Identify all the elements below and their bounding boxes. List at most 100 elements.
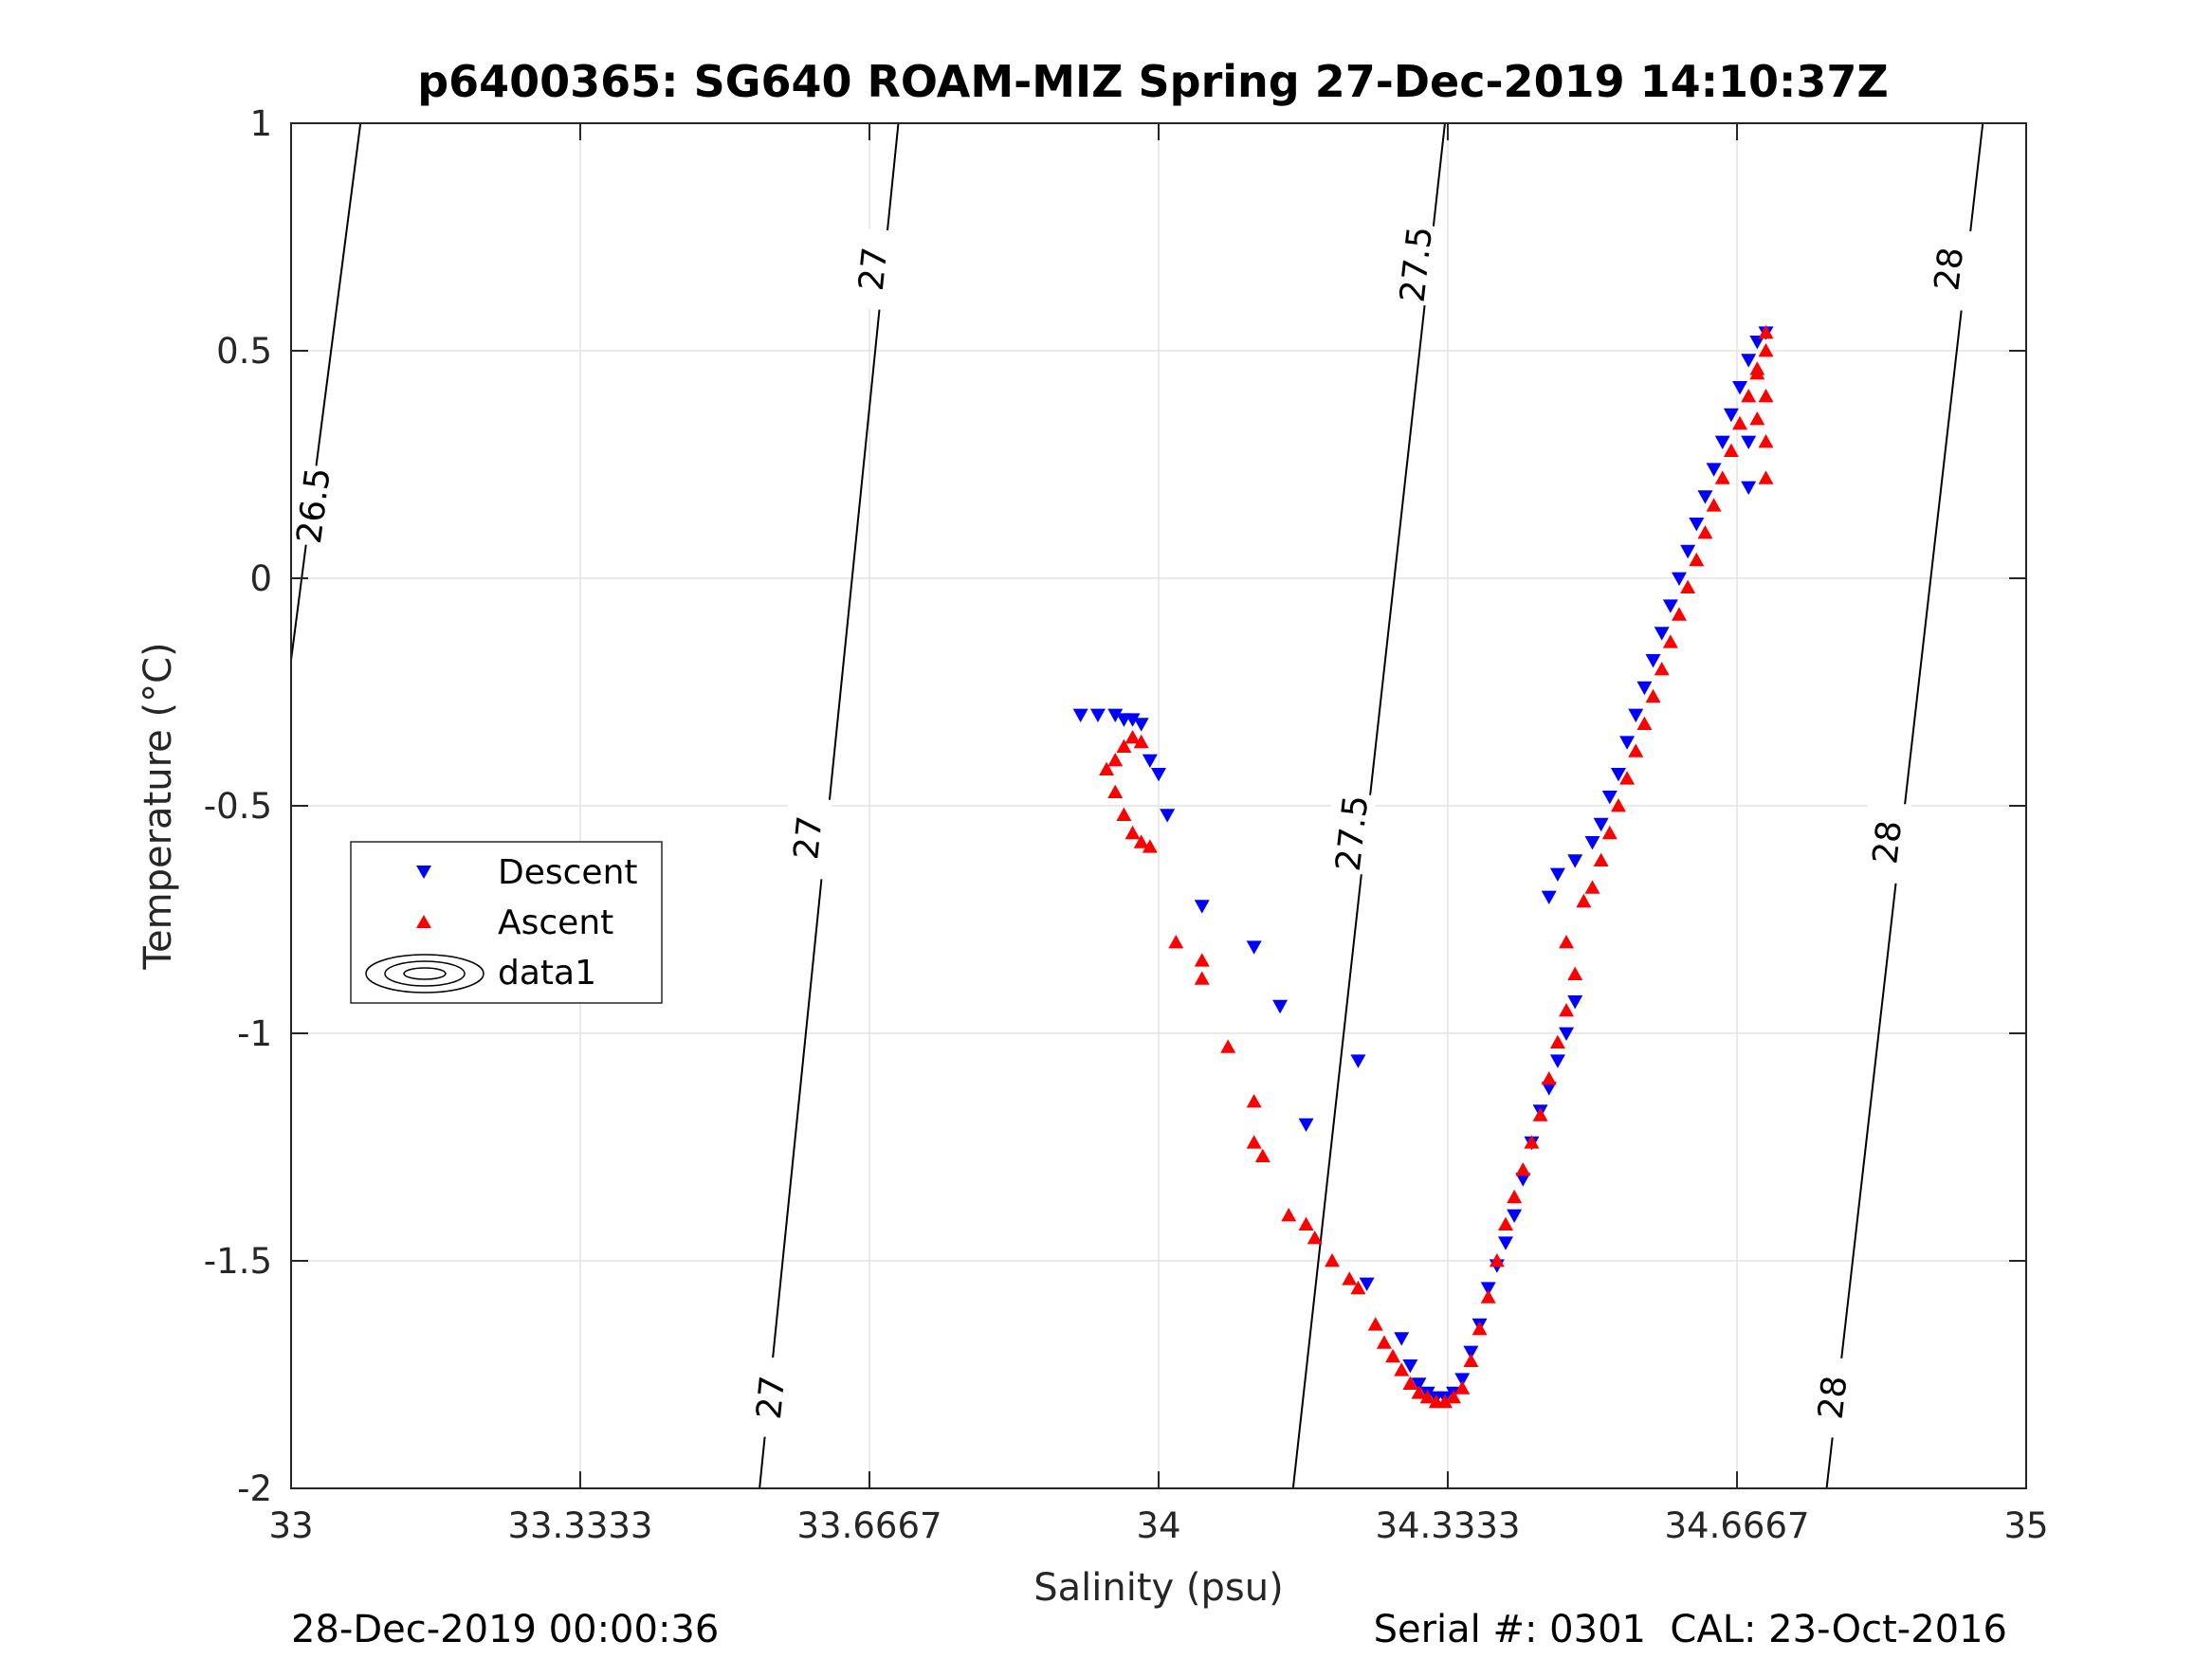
ascent-point: [1394, 1362, 1410, 1376]
descent-point: [1194, 900, 1210, 914]
legend-descent-label: Descent: [498, 853, 638, 892]
descent-point: [1549, 867, 1565, 882]
ascent-point: [1524, 1135, 1540, 1149]
ascent-point: [1662, 634, 1678, 648]
descent-point: [1515, 1173, 1531, 1187]
contour-label: 27: [750, 1374, 793, 1421]
descent-point: [1619, 736, 1636, 750]
footer-serial-cal: Serial #: 0301 CAL: 23-Oct-2016: [1374, 1608, 2007, 1651]
ascent-point: [1507, 1189, 1523, 1204]
descent-point: [1463, 1345, 1479, 1359]
ascent-point: [1254, 1148, 1271, 1162]
ascent-point: [1714, 470, 1730, 484]
descent-point: [1133, 718, 1149, 732]
ascent-point: [1367, 1317, 1383, 1331]
y-axis-label: Temperature (°C): [137, 642, 180, 970]
contour-label: 27: [852, 246, 895, 293]
legend-ascent-label: Ascent: [498, 903, 613, 942]
ascent-point: [1376, 1335, 1392, 1349]
x-tick-labels: 33 33.3333 33.6667 34 34.3333 34.6667 35: [268, 1505, 2048, 1546]
ascent-point: [1619, 771, 1636, 785]
ascent-point: [1133, 734, 1149, 749]
descent-point: [1559, 1027, 1575, 1041]
descent-point: [1160, 809, 1176, 823]
ascent-point: [1758, 470, 1774, 484]
ascent-point: [1584, 880, 1600, 894]
legend: Descent Ascent data1: [350, 841, 663, 1004]
x-tick-label: 34.6667: [1665, 1505, 1810, 1546]
ascent-point: [1099, 761, 1115, 775]
y-tick-label: -0.5: [204, 786, 272, 827]
ascent-point: [1576, 893, 1592, 908]
descent-point: [1741, 354, 1757, 368]
ascent-point: [1350, 1280, 1366, 1295]
descent-point: [1706, 463, 1722, 477]
ascent-point: [1194, 971, 1210, 985]
ascent-point: [1654, 662, 1670, 676]
contour-label-gap: [1921, 227, 1974, 311]
ascent-point: [1142, 839, 1158, 853]
y-tick-label: 1: [249, 103, 272, 144]
contour-label: 27.5: [1394, 225, 1441, 304]
contour-label: 27.5: [1329, 793, 1377, 873]
y-tick-label: 0.5: [216, 331, 272, 372]
contour-27: 27 27 27: [742, 123, 900, 1488]
contour-label-gap: [1388, 222, 1441, 306]
contour-label-gap: [291, 463, 339, 548]
descent-point: [1593, 817, 1609, 832]
ascent-point: [1559, 935, 1575, 949]
ascent-point: [1559, 1003, 1575, 1017]
ascent-point: [1446, 1390, 1462, 1404]
density-contours: 26.5 27 27 27 27.5 27.5 28 28 28: [291, 123, 1984, 1488]
descent-point: [1089, 708, 1106, 722]
contour-label: 28: [1928, 246, 1971, 293]
ascent-series: [1099, 324, 1774, 1409]
descent-point: [1662, 599, 1678, 613]
ascent-point: [1133, 834, 1149, 848]
contour-label: 28: [1866, 818, 1910, 866]
legend-descent-marker: [416, 866, 431, 879]
ascent-point: [1107, 753, 1124, 767]
ascent-point: [1601, 825, 1618, 840]
ascent-point: [1567, 966, 1583, 980]
ascent-point: [1549, 1034, 1565, 1048]
ascent-point: [1541, 1071, 1557, 1085]
ascent-point: [1281, 1208, 1297, 1222]
ascent-point: [1411, 1385, 1427, 1399]
legend-contour-marker: [365, 954, 484, 994]
y-tick-label: -2: [237, 1468, 272, 1509]
ascent-point: [1532, 1107, 1548, 1121]
descent-point: [1107, 708, 1124, 722]
ascent-point: [1689, 552, 1705, 567]
descent-point: [1749, 336, 1765, 350]
descent-point: [1741, 481, 1757, 495]
ascent-point: [1246, 1094, 1262, 1108]
contour-28: 28 28 28: [1804, 123, 1984, 1488]
descent-point: [1402, 1359, 1418, 1374]
descent-point: [1680, 544, 1696, 559]
descent-point: [1246, 940, 1262, 955]
ascent-point: [1168, 935, 1184, 949]
descent-point: [1151, 768, 1166, 782]
descent-point: [1142, 754, 1158, 768]
ascent-point: [1723, 443, 1739, 457]
descent-point: [1654, 627, 1670, 641]
ascent-point: [1749, 411, 1765, 426]
contour-label-gap: [742, 1355, 795, 1440]
ascent-point: [1593, 852, 1609, 866]
ascent-point: [1220, 1039, 1236, 1053]
contour-label-gap: [1859, 799, 1912, 884]
ascent-point: [1758, 324, 1774, 339]
descent-point: [1645, 654, 1661, 668]
descent-point: [1272, 999, 1289, 1014]
x-tick-label: 35: [2003, 1505, 2048, 1546]
descent-point: [1628, 708, 1644, 722]
ascent-point: [1636, 716, 1653, 730]
ascent-point: [1116, 738, 1132, 753]
ascent-point: [1672, 607, 1687, 621]
ascent-point: [1419, 1390, 1435, 1404]
x-tick-label: 33.3333: [507, 1505, 652, 1546]
descent-point: [1723, 408, 1739, 423]
y-tick-label: -1: [237, 1013, 272, 1054]
contour-label-gap: [1324, 791, 1377, 875]
